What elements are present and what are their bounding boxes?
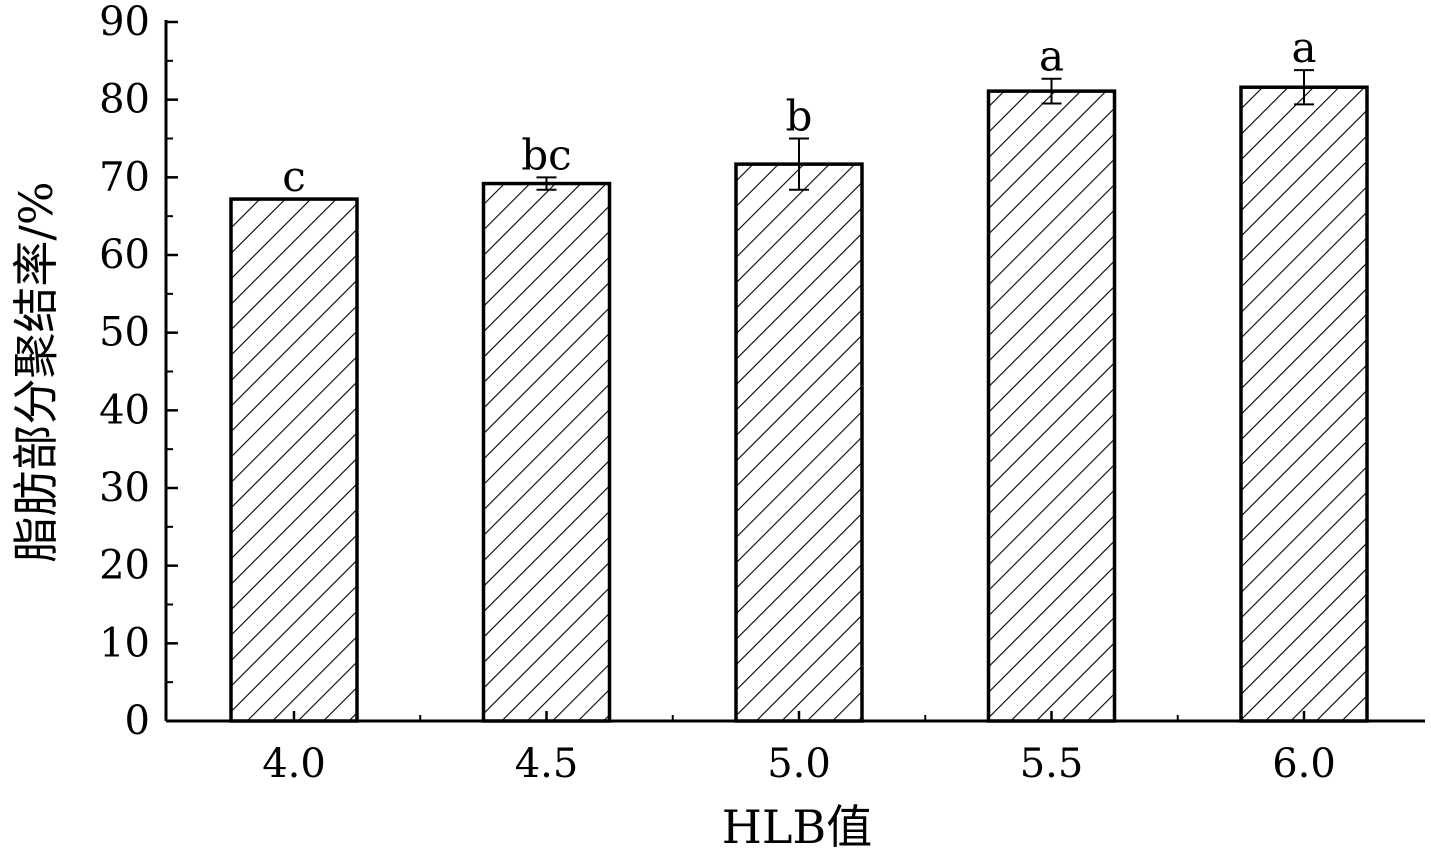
y-tick-label-10: 10 xyxy=(99,620,150,666)
bar-6.0 xyxy=(1239,85,1369,723)
y-tick-label-70: 70 xyxy=(99,154,150,200)
labels-layer: c bc b a a 0 10 20 30 40 50 60 70 80 90 4.0 4.5 5.0 5.5 6.0 xyxy=(99,0,1336,787)
x-axis-title: HLB值 xyxy=(722,800,872,849)
bars-layer xyxy=(229,69,1369,723)
y-tick-label-90: 90 xyxy=(99,0,150,45)
y-tick-label-40: 40 xyxy=(99,387,150,433)
y-axis-title: 脂肪部分聚结率/% xyxy=(9,181,63,562)
axes-layer xyxy=(164,20,1425,723)
significance-label-6.0: a xyxy=(1291,23,1316,72)
significance-label-4.5: bc xyxy=(521,130,571,179)
x-tick-label-4.0: 4.0 xyxy=(262,741,326,787)
y-tick-label-60: 60 xyxy=(99,232,150,278)
y-tick-label-30: 30 xyxy=(99,465,150,511)
y-tick-label-80: 80 xyxy=(99,77,150,123)
x-tick-label-5.0: 5.0 xyxy=(767,741,831,787)
y-tick-label-0: 0 xyxy=(125,698,150,744)
significance-label-4.0: c xyxy=(282,152,306,201)
significance-label-5.0: b xyxy=(786,92,813,141)
bar-4.0 xyxy=(229,197,359,723)
x-tick-label-4.5: 4.5 xyxy=(515,741,579,787)
bar-5.5 xyxy=(986,89,1117,723)
y-tick-label-20: 20 xyxy=(99,543,150,589)
significance-label-5.5: a xyxy=(1039,32,1064,81)
y-tick-label-50: 50 xyxy=(99,310,150,356)
x-tick-label-6.0: 6.0 xyxy=(1272,741,1336,787)
bar-4.5 xyxy=(481,181,612,723)
bar-5.0 xyxy=(734,162,864,723)
x-tick-label-5.5: 5.5 xyxy=(1020,741,1084,787)
